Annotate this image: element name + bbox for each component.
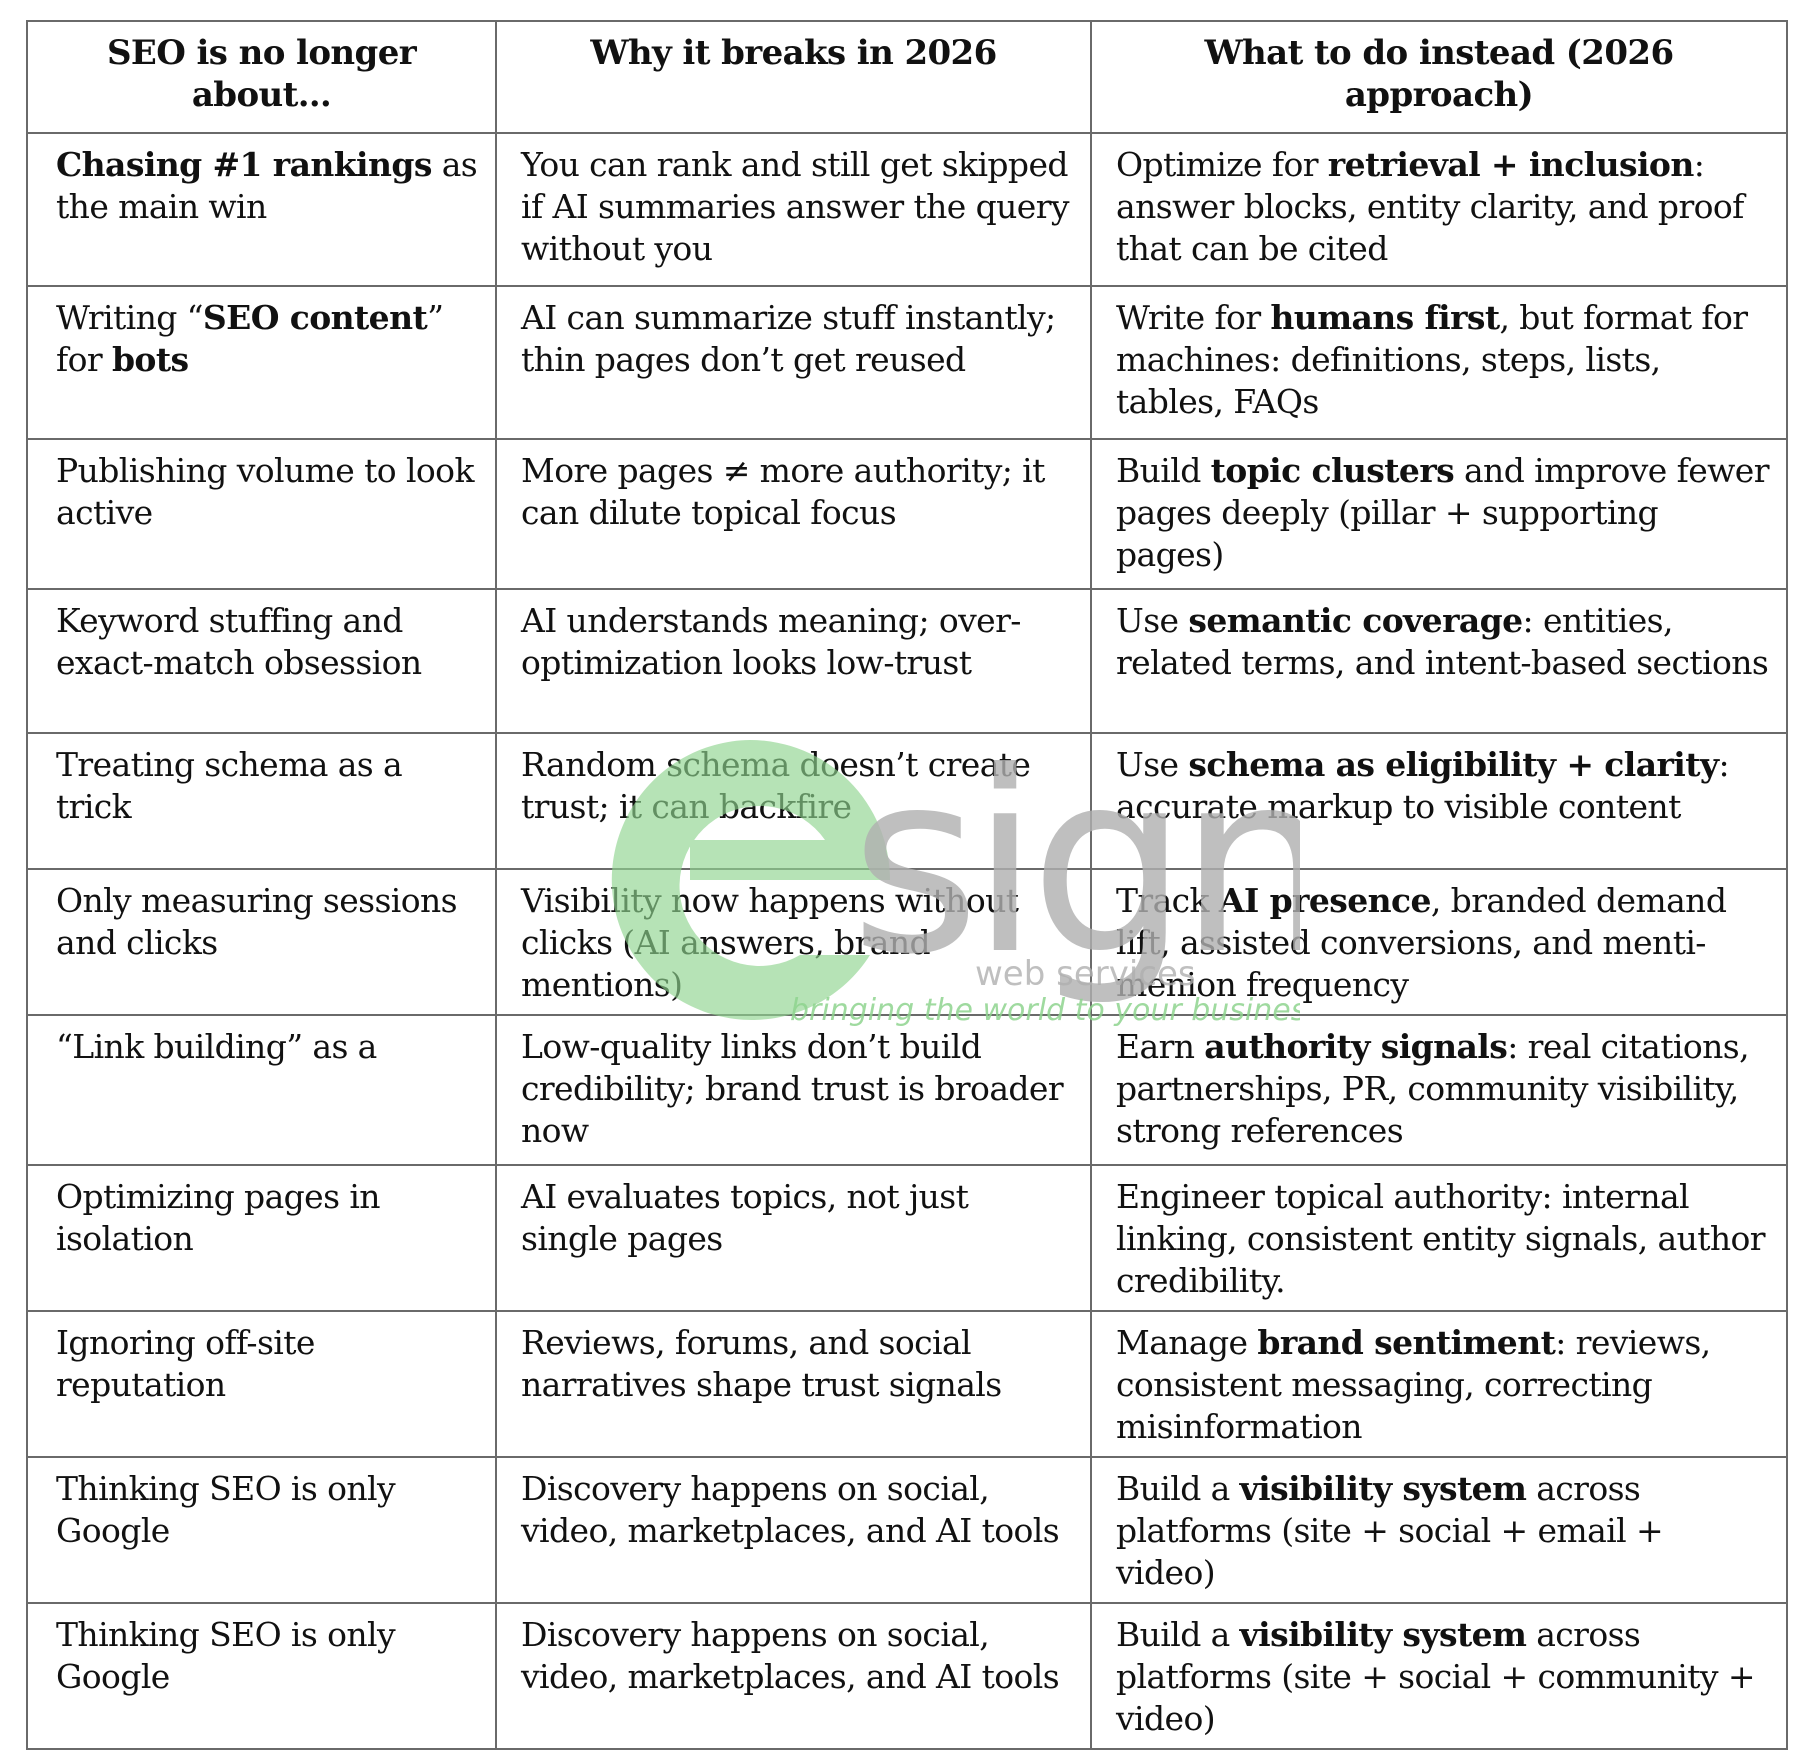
- bold-text: visibility system: [1239, 1615, 1527, 1654]
- cell-old-approach: Publishing volume to look active: [26, 438, 497, 590]
- table-row: Chasing #1 rankings as the main win You c…: [26, 132, 1788, 287]
- cell-what-to-do: Engineer topical authority: internal lin…: [1090, 1164, 1788, 1312]
- cell-why-it-breaks: Discovery happens on social, video, mark…: [495, 1456, 1092, 1604]
- cell-what-to-do: Write for humans first, but format for m…: [1090, 285, 1788, 440]
- cell-why-it-breaks: AI understands meaning; over-optimizatio…: [495, 588, 1092, 734]
- table-row: Ignoring off-site reputation Reviews, for…: [26, 1310, 1788, 1458]
- bold-text: Chasing #1 rankings: [56, 145, 432, 184]
- cell-old-approach: Keyword stuffing and exact-match obsessi…: [26, 588, 497, 734]
- text: Build a: [1116, 1469, 1240, 1508]
- text: Treating schema as a trick: [56, 745, 403, 826]
- cell-why-it-breaks: AI can summarize stuff instantly; thin p…: [495, 285, 1092, 440]
- text: : entities, related terms, and intent-ba…: [1116, 601, 1769, 682]
- cell-what-to-do: Optimize for retrieval + inclusion: answ…: [1090, 132, 1788, 287]
- text: Write for: [1116, 298, 1271, 337]
- header-why-it-breaks: Why it breaks in 2026: [495, 20, 1092, 134]
- cell-old-approach: Treating schema as a trick: [26, 732, 497, 870]
- text: : real citations, partnerships, PR, comm…: [1116, 1027, 1750, 1150]
- table-header-row: SEO is no longer about… Why it breaks in…: [26, 20, 1788, 134]
- text: Use: [1116, 601, 1189, 640]
- seo-comparison-table: SEO is no longer about… Why it breaks in…: [26, 20, 1788, 1750]
- text: : reviews, consistent messaging, correct…: [1116, 1323, 1711, 1446]
- text: , but format for machines: definitions, …: [1116, 298, 1748, 421]
- cell-what-to-do: Earn authority signals: real citations, …: [1090, 1014, 1788, 1166]
- cell-old-approach: Chasing #1 rankings as the main win: [26, 132, 497, 287]
- text: Optimize for: [1116, 145, 1328, 184]
- text: Keyword stuffing and exact-match obsessi…: [56, 601, 422, 682]
- text: “Link building” as a: [56, 1027, 377, 1066]
- text: Thinking SEO is only Google: [56, 1469, 396, 1550]
- header-what-to-do: What to do instead (2026 approach): [1090, 20, 1788, 134]
- text: Writing “: [56, 298, 204, 337]
- text: Thinking SEO is only Google: [56, 1615, 396, 1696]
- bold-text: humans first: [1270, 298, 1500, 337]
- cell-what-to-do: Manage brand sentiment: reviews, consist…: [1090, 1310, 1788, 1458]
- text: Build a: [1116, 1615, 1240, 1654]
- text: , branded demand lift, assisted conversi…: [1116, 881, 1727, 1004]
- bold-text: retrieval + inclusion: [1327, 145, 1695, 184]
- bold-text: authority signals: [1204, 1027, 1508, 1066]
- text: Manage: [1116, 1323, 1258, 1362]
- bold-text: AI presence: [1218, 881, 1432, 920]
- text: Earn: [1116, 1027, 1205, 1066]
- text: : answer blocks, entity clarity, and pro…: [1116, 145, 1744, 268]
- text: Optimizing pages in isolation: [56, 1177, 381, 1258]
- bold-text: schema as eligibility + clarity: [1188, 745, 1719, 784]
- cell-what-to-do: Track AI presence, branded demand lift, …: [1090, 868, 1788, 1016]
- bold-text: topic clusters: [1210, 451, 1455, 490]
- cell-old-approach: Only measuring sessions and clicks: [26, 868, 497, 1016]
- table-row: Thinking SEO is only Google Discovery hap…: [26, 1602, 1788, 1750]
- table-row: Treating schema as a trick Random schema …: [26, 732, 1788, 870]
- table-row: Only measuring sessions and clicks Visibi…: [26, 868, 1788, 1016]
- text: Only measuring sessions and clicks: [56, 881, 458, 962]
- cell-why-it-breaks: AI evaluates topics, not just single pag…: [495, 1164, 1092, 1312]
- cell-why-it-breaks: Discovery happens on social, video, mark…: [495, 1602, 1092, 1750]
- cell-why-it-breaks: Visibility now happens without clicks (A…: [495, 868, 1092, 1016]
- text: Build: [1116, 451, 1211, 490]
- bold-text: bots: [111, 340, 189, 379]
- cell-old-approach: Thinking SEO is only Google: [26, 1602, 497, 1750]
- cell-why-it-breaks: Reviews, forums, and social narratives s…: [495, 1310, 1092, 1458]
- text: Track: [1116, 881, 1219, 920]
- table-body: Chasing #1 rankings as the main win You c…: [26, 132, 1788, 1750]
- text: Use: [1116, 745, 1189, 784]
- cell-why-it-breaks: You can rank and still get skipped if AI…: [495, 132, 1092, 287]
- cell-old-approach: Thinking SEO is only Google: [26, 1456, 497, 1604]
- cell-what-to-do: Build a visibility system across platfor…: [1090, 1456, 1788, 1604]
- text: : accurate markup to visible content: [1116, 745, 1730, 826]
- cell-why-it-breaks: More pages ≠ more authority; it can dilu…: [495, 438, 1092, 590]
- bold-text: SEO content: [202, 298, 428, 337]
- cell-what-to-do: Use semantic coverage: entities, related…: [1090, 588, 1788, 734]
- cell-what-to-do: Build a visibility system across platfor…: [1090, 1602, 1788, 1750]
- table-row: Thinking SEO is only Google Discovery hap…: [26, 1456, 1788, 1604]
- table-row: Writing “SEO content” for bots AI can sum…: [26, 285, 1788, 440]
- cell-old-approach: Ignoring off-site reputation: [26, 1310, 497, 1458]
- bold-text: semantic coverage: [1188, 601, 1523, 640]
- text: Publishing volume to look active: [56, 451, 474, 532]
- bold-text: visibility system: [1239, 1469, 1527, 1508]
- cell-old-approach: Writing “SEO content” for bots: [26, 285, 497, 440]
- text: across platforms (site + social + email …: [1116, 1469, 1664, 1592]
- cell-why-it-breaks: Random schema doesn’t create trust; it c…: [495, 732, 1092, 870]
- cell-old-approach: Optimizing pages in isolation: [26, 1164, 497, 1312]
- table-row: Optimizing pages in isolation AI evaluate…: [26, 1164, 1788, 1312]
- text: Engineer topical authority: internal lin…: [1116, 1177, 1766, 1300]
- cell-what-to-do: Build topic clusters and improve fewer p…: [1090, 438, 1788, 590]
- header-old-approach: SEO is no longer about…: [26, 20, 497, 134]
- table-row: “Link building” as a Low-quality links do…: [26, 1014, 1788, 1166]
- text: Ignoring off-site reputation: [56, 1323, 315, 1404]
- table-row: Keyword stuffing and exact-match obsessi…: [26, 588, 1788, 734]
- cell-what-to-do: Use schema as eligibility + clarity: acc…: [1090, 732, 1788, 870]
- bold-text: brand sentiment: [1257, 1323, 1556, 1362]
- text: and improve fewer pages deeply (pillar +…: [1116, 451, 1770, 574]
- text: ” for: [56, 298, 444, 379]
- text: as the main win: [56, 145, 478, 226]
- cell-why-it-breaks: Low-quality links don’t build credibilit…: [495, 1014, 1092, 1166]
- table-row: Publishing volume to look active More pag…: [26, 438, 1788, 590]
- cell-old-approach: “Link building” as a: [26, 1014, 497, 1166]
